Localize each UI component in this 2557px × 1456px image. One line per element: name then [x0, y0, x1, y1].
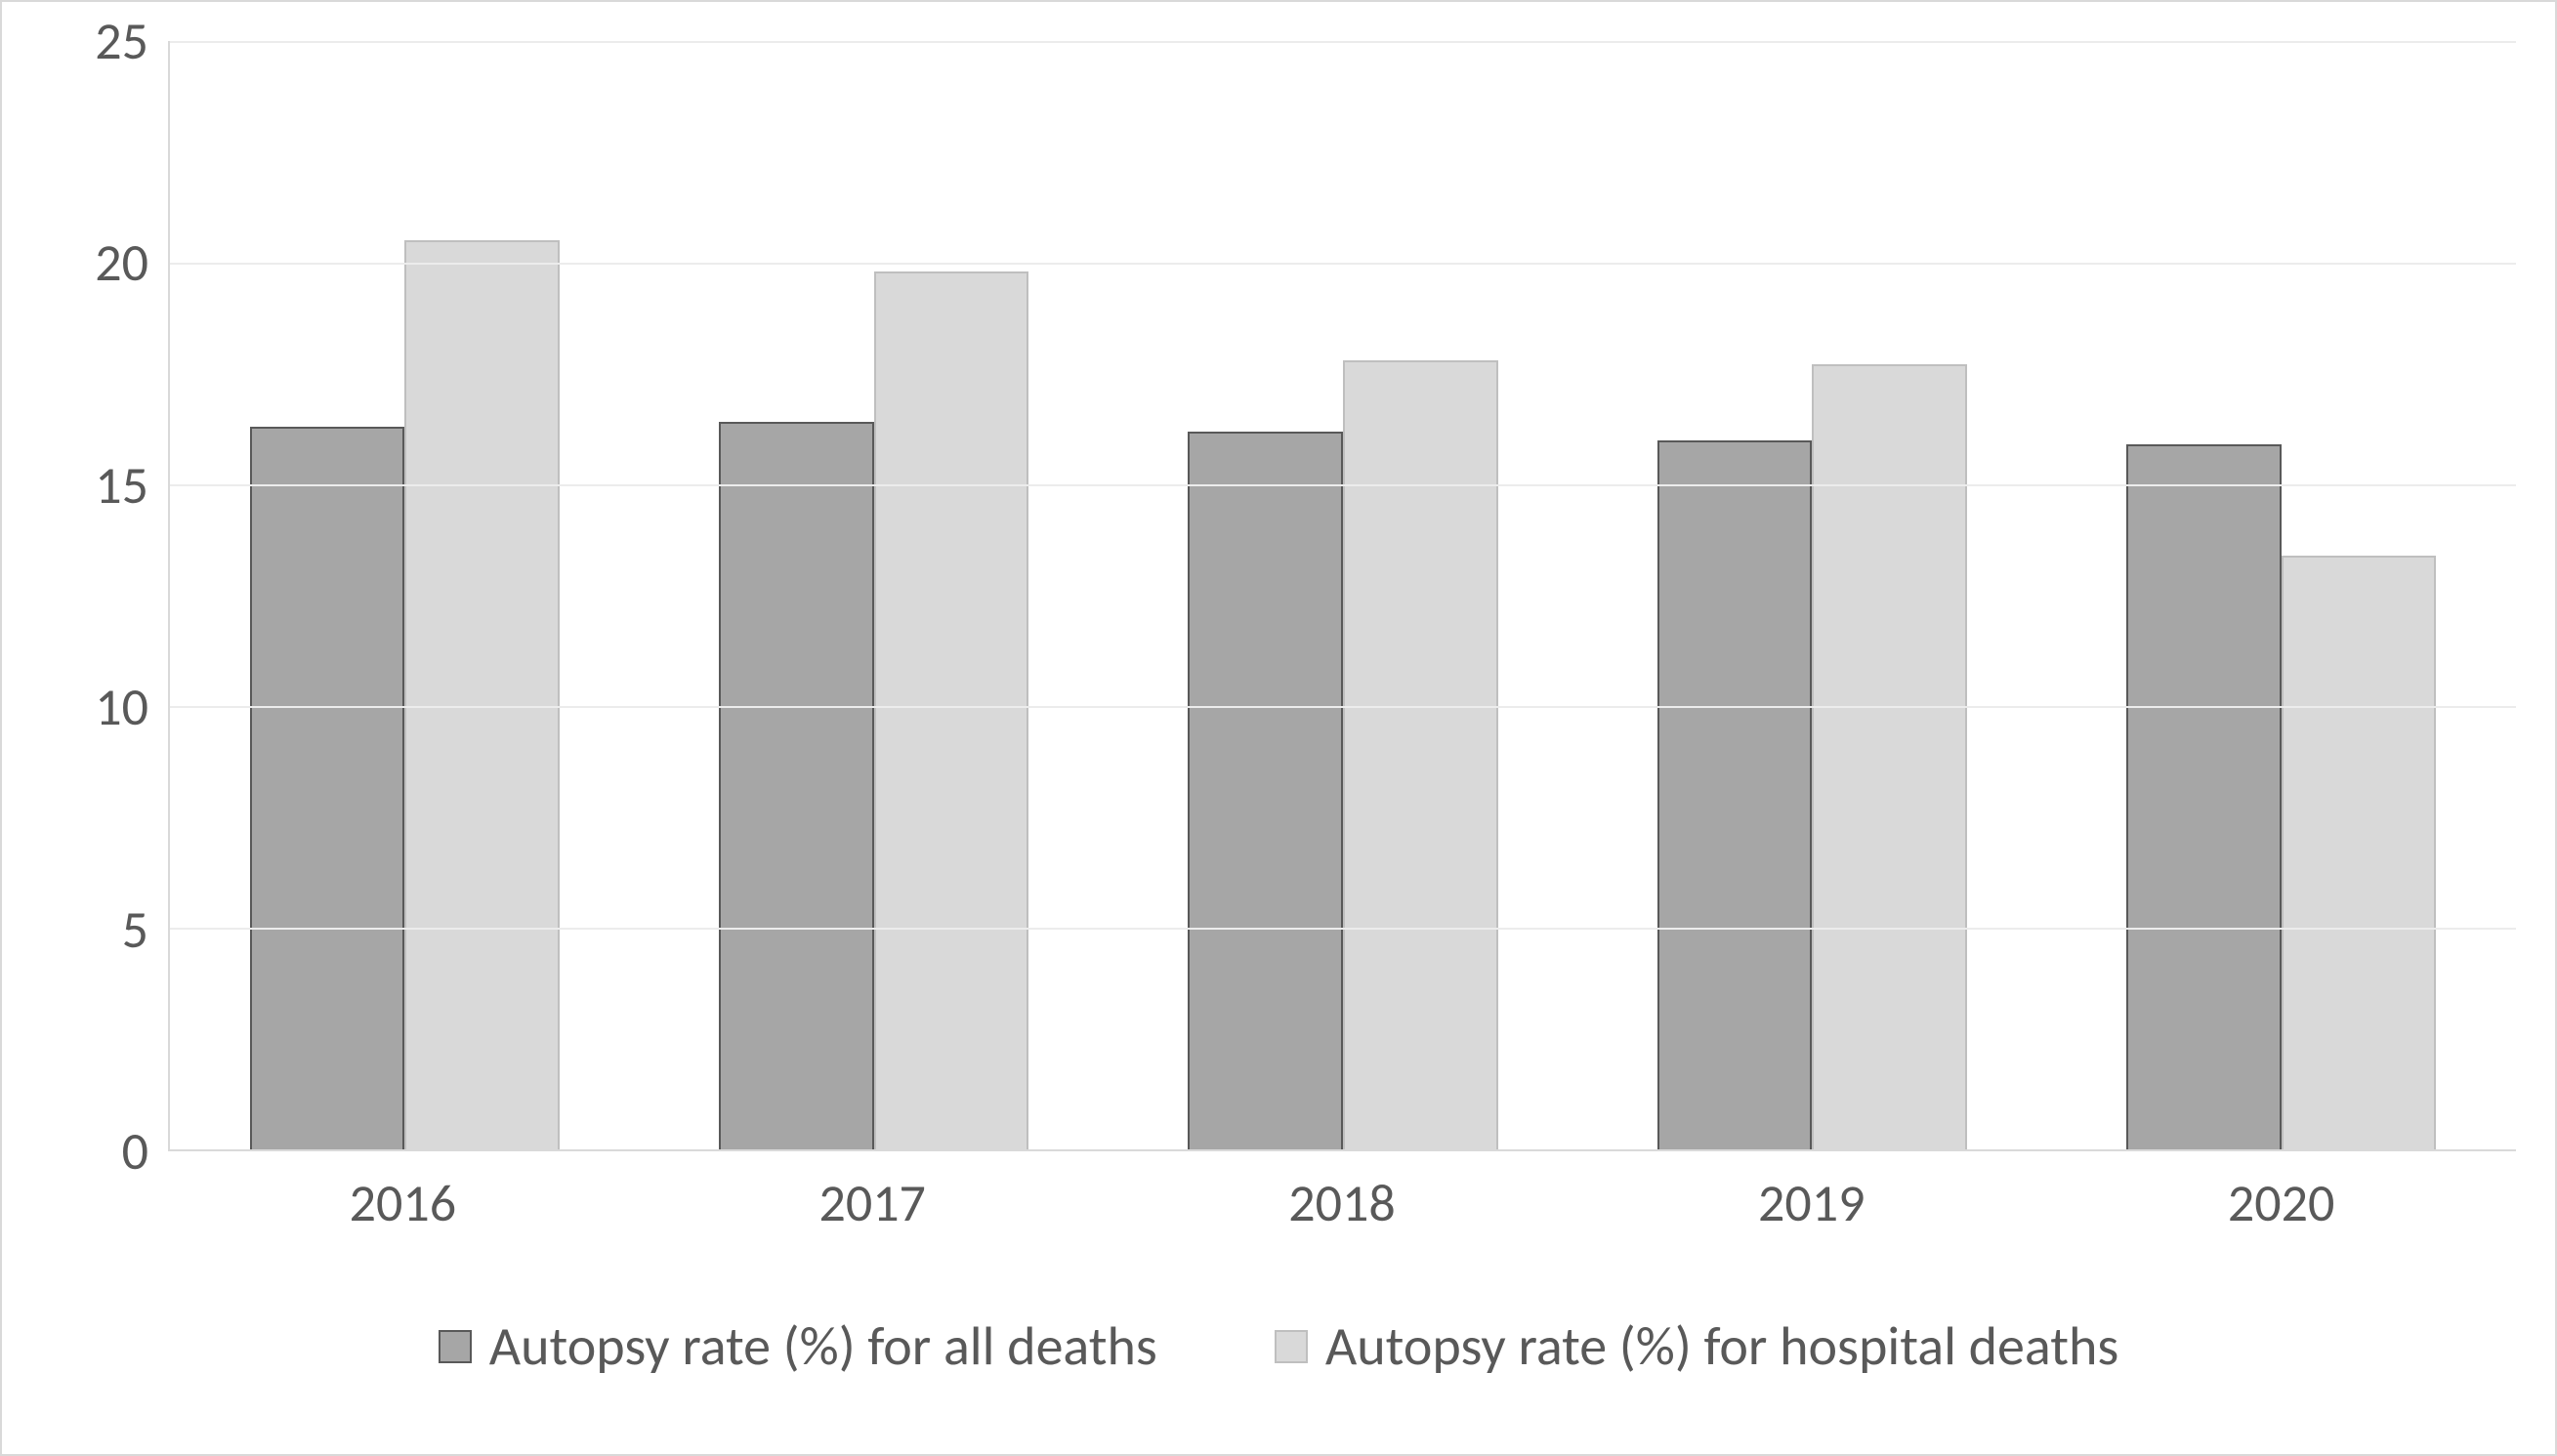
- bar: [874, 271, 1029, 1149]
- bar: [250, 427, 405, 1149]
- bar: [2126, 444, 2282, 1149]
- y-tick-label: 10: [95, 675, 148, 739]
- grid-zone: [168, 41, 2516, 1151]
- y-tick-label: 0: [122, 1119, 148, 1184]
- bar: [1657, 440, 1813, 1149]
- grid-line: [170, 706, 2516, 708]
- x-tick-label: 2017: [638, 1151, 1108, 1259]
- y-tick-label: 5: [122, 897, 148, 962]
- bar: [719, 422, 874, 1149]
- legend: Autopsy rate (%) for all deaths Autopsy r…: [2, 1269, 2555, 1454]
- legend-swatch: [439, 1330, 472, 1363]
- bar: [1188, 432, 1343, 1149]
- y-tick-label: 20: [95, 230, 148, 295]
- bar-group: [1109, 41, 1577, 1149]
- x-tick-label: 2016: [168, 1151, 638, 1259]
- grid-line: [170, 484, 2516, 486]
- y-tick-label: 15: [95, 453, 148, 518]
- legend-label: Autopsy rate (%) for hospital deaths: [1325, 1313, 2118, 1380]
- chart-container: 0 5 10 15 20 25 20162017201820192020 Autopsy …: [0, 0, 2557, 1456]
- legend-item: Autopsy rate (%) for hospital deaths: [1275, 1313, 2118, 1380]
- y-axis: 0510152025: [31, 41, 168, 1151]
- bar: [1812, 364, 1967, 1149]
- bar-group: [2047, 41, 2516, 1149]
- x-tick-label: 2018: [1108, 1151, 1577, 1259]
- y-tick-label: 25: [95, 9, 148, 73]
- legend-swatch: [1275, 1330, 1308, 1363]
- plot-area: 0510152025 20162017201820192020: [31, 41, 2516, 1259]
- x-tick-label: 2019: [1576, 1151, 2046, 1259]
- grid-line: [170, 263, 2516, 265]
- x-tick-label: 2020: [2046, 1151, 2516, 1259]
- x-axis: 20162017201820192020: [168, 1151, 2516, 1259]
- legend-item: Autopsy rate (%) for all deaths: [439, 1313, 1157, 1380]
- bar-group: [1577, 41, 2046, 1149]
- grid-line: [170, 41, 2516, 43]
- grid-line: [170, 928, 2516, 930]
- bar: [404, 240, 560, 1149]
- bar: [1343, 360, 1498, 1149]
- legend-label: Autopsy rate (%) for all deaths: [489, 1313, 1157, 1380]
- plot-grid: 0510152025: [31, 41, 2516, 1151]
- bars-layer: [170, 41, 2516, 1149]
- bar: [2282, 556, 2437, 1149]
- bar-group: [170, 41, 639, 1149]
- bar-group: [639, 41, 1108, 1149]
